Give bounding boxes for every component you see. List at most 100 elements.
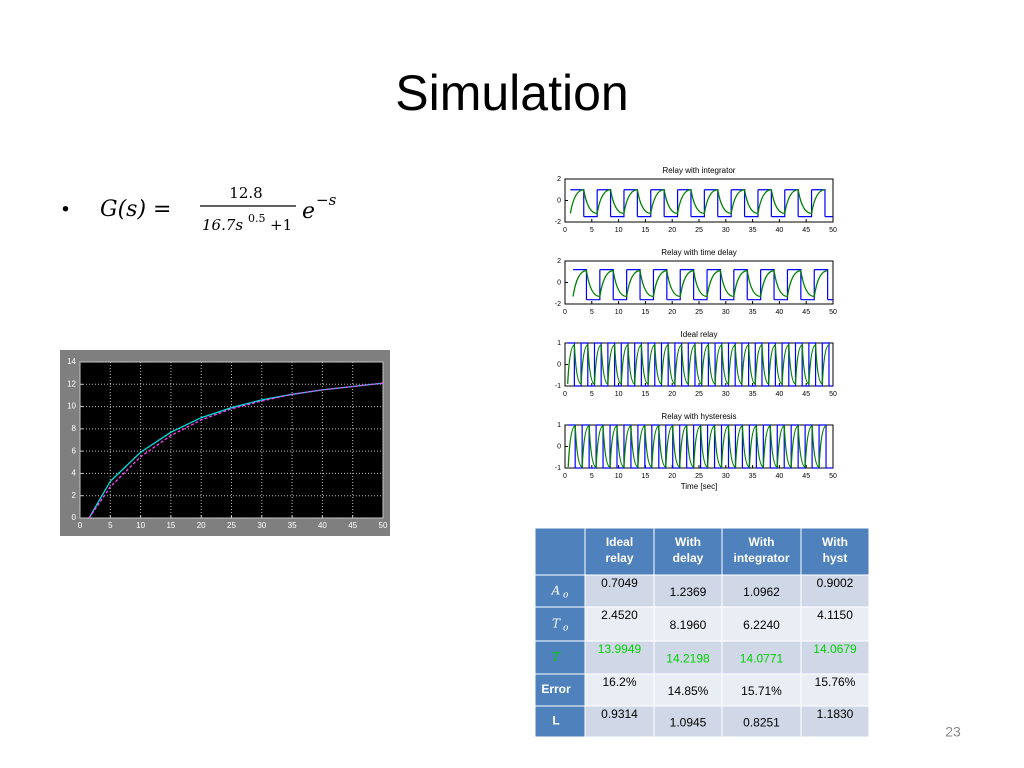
relay-output [795,342,803,386]
x-tick-label: 10 [615,309,623,316]
x-tick-label: 10 [136,521,145,530]
relay-output [707,269,722,300]
table-cell [653,640,723,675]
relay-output [700,425,709,469]
relay-output [641,343,649,387]
exp-power: −s [316,191,337,209]
x-tick-label: 10 [615,227,623,234]
relay-output [815,343,823,387]
table-cell [584,705,655,738]
x-tick-label: 15 [642,473,650,480]
table-value: 2.4520 [601,608,638,622]
row-label: A [551,584,561,598]
x-tick-label: 45 [802,227,810,234]
table-value: 8.1960 [670,618,707,632]
response-line [88,382,384,519]
relay-output [721,343,730,387]
relay-output [672,425,681,469]
plot-area [564,178,834,223]
row-label-cell [534,705,586,738]
table-value: 0.8251 [743,716,780,730]
relay-output [708,343,716,387]
relay-output [634,342,642,386]
relay-output [784,425,792,469]
relay-output [800,269,815,301]
x-tick-label: 0 [563,309,567,316]
x-tick-label: 5 [590,473,594,480]
bullet: • [62,198,69,220]
relay-output [654,343,663,387]
relay-output [630,425,639,469]
relay-output [742,425,750,469]
relay-output [822,342,830,386]
y-tick-label: 6 [72,446,77,455]
relay-output [610,189,625,218]
relay-output [688,342,696,386]
table-value: 4.1150 [817,608,853,622]
x-tick-label: 0 [563,473,567,480]
relay-output [770,425,778,469]
x-tick-label: 40 [776,473,784,480]
x-tick-label: 35 [749,309,757,316]
y-tick-label: 0 [557,361,561,368]
x-tick-label: 15 [642,309,650,316]
x-tick-label: 45 [802,391,810,398]
relay-output [668,343,676,387]
relay-output [664,189,679,218]
relay-output [587,343,596,387]
y-tick-label: 0 [557,279,561,286]
y-tick-label: 2 [557,258,561,265]
relay-output [788,343,797,387]
table-header-cell [800,527,870,576]
x-tick-label: 45 [802,473,810,480]
x-tick-label: 35 [749,227,757,234]
x-tick-label: 20 [668,473,676,480]
table-value: 16.2% [602,675,636,689]
y-tick-label: -2 [555,219,561,226]
x-tick-label: 5 [590,391,594,398]
relay-output [694,343,703,387]
relay-output [747,269,762,301]
table-value: 0.9314 [601,707,638,721]
table-value: 15.71% [741,684,782,698]
relay-output [761,343,770,387]
response-line [567,425,827,468]
table-cell [653,705,723,738]
y-tick-label: 0 [72,513,77,522]
x-tick-label: 20 [668,309,676,316]
table-value: 0.7049 [601,576,638,590]
table-value: 0.9002 [817,576,854,590]
x-tick-label: 0 [563,227,567,234]
y-tick-label: 2 [557,176,561,183]
relay-output [653,269,668,300]
x-tick-label: 40 [776,309,784,316]
x-tick-label: 25 [695,309,703,316]
x-tick-label: 5 [590,309,594,316]
x-tick-label: 10 [615,391,623,398]
exp-base: e [302,199,315,224]
response-line [569,189,826,215]
x-tick-label: 20 [197,521,206,530]
x-tick-label: 20 [668,227,676,234]
table-header: With integrator [733,535,789,565]
table-cell [721,673,802,707]
relay-output [744,189,759,218]
relay-output [586,269,601,301]
table-cell [584,673,655,707]
x-tick-label: 50 [379,521,388,530]
x-tick-label: 35 [749,473,757,480]
relay-output [714,425,723,469]
relay-output [812,425,820,469]
y-tick-label: 0 [557,443,561,450]
relay-output [686,425,695,469]
relay-output [583,189,598,218]
x-axis-label: Time [sec] [681,482,718,491]
relay-output [626,269,641,300]
x-tick-label: 0 [563,391,567,398]
relay-output [681,343,689,387]
relay-output [573,269,588,300]
relay-output [616,425,625,469]
relay-output [717,189,732,218]
relay-output [775,343,783,387]
